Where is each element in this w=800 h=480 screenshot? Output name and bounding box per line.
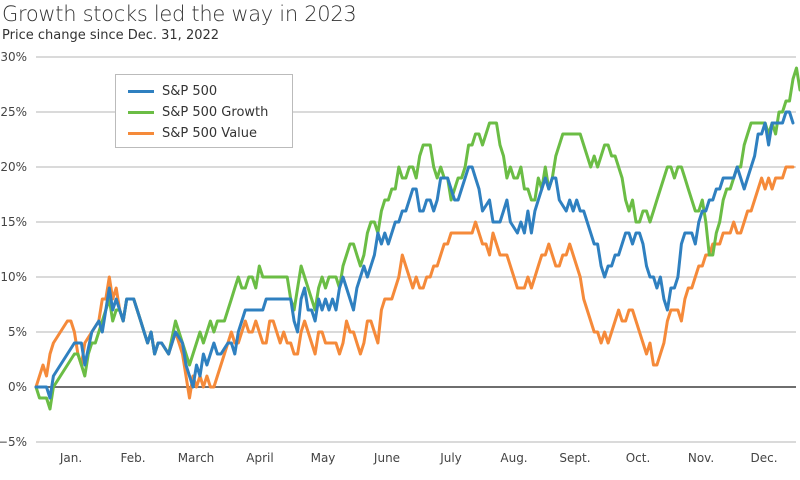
series-lines — [34, 66, 800, 411]
legend-item-sp500: S&P 500 — [128, 82, 217, 100]
x-tick-label: Feb. — [120, 451, 145, 465]
y-tick-label: 5% — [8, 325, 27, 339]
y-axis: 30% 25% 20% 15% 10% 5% 0% −5% — [0, 50, 27, 449]
y-tick-label: 25% — [0, 105, 27, 119]
y-tick-label: 0% — [8, 380, 27, 394]
chart-title: Growth stocks led the way in 2023 — [2, 2, 357, 26]
x-tick-label: Sept. — [559, 451, 590, 465]
legend-label: S&P 500 Growth — [162, 104, 269, 120]
x-tick-label: Dec. — [750, 451, 777, 465]
y-tick-label: 30% — [0, 50, 27, 64]
legend-item-sp500-growth: S&P 500 Growth — [128, 103, 268, 121]
y-tick-label: −5% — [0, 435, 27, 449]
series-line-s-p-500 — [34, 110, 795, 400]
y-tick-label: 20% — [0, 160, 27, 174]
x-tick-label: Jan. — [59, 451, 82, 465]
x-tick-label: April — [246, 451, 273, 465]
x-tick-label: June — [373, 451, 400, 465]
x-tick-label: July — [439, 451, 462, 465]
x-tick-label: May — [311, 451, 336, 465]
y-tick-label: 15% — [0, 215, 27, 229]
x-axis: Jan. Feb. March April May June July Aug. Sept. Oc… — [59, 451, 778, 465]
y-tick-label: 10% — [0, 270, 27, 284]
x-tick-label: Nov. — [688, 451, 714, 465]
gridlines — [36, 56, 796, 443]
x-tick-label: Aug. — [500, 451, 527, 465]
legend-item-sp500-value: S&P 500 Value — [128, 124, 257, 142]
legend-swatch-sp500 — [128, 89, 154, 93]
x-tick-label: Oct. — [626, 451, 651, 465]
legend: S&P 500 S&P 500 Growth S&P 500 Value — [115, 74, 293, 148]
legend-swatch-value — [128, 131, 154, 135]
x-tick-label: March — [178, 451, 215, 465]
legend-swatch-growth — [128, 110, 154, 114]
series-line-s-p-500-value — [34, 165, 795, 400]
legend-label: S&P 500 — [162, 83, 218, 99]
chart-subtitle: Price change since Dec. 31, 2022 — [2, 28, 220, 43]
legend-label: S&P 500 Value — [162, 125, 258, 141]
